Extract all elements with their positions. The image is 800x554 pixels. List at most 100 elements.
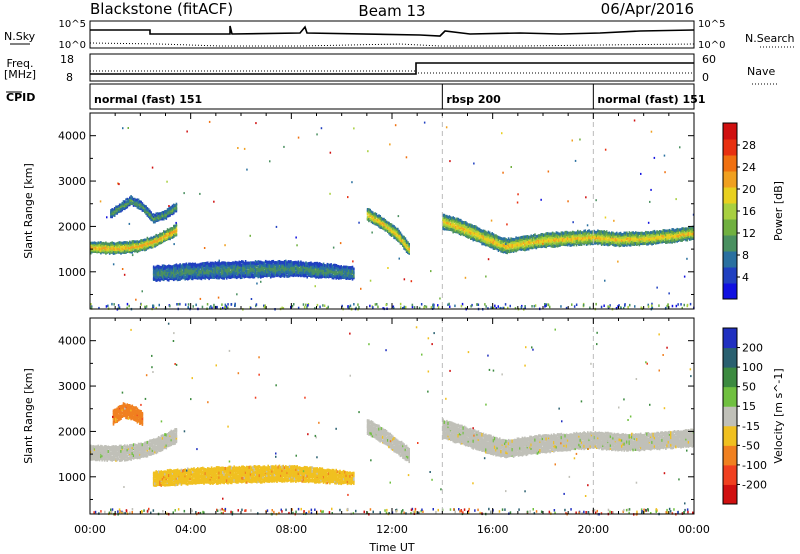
heatmap-cell [316,270,319,274]
heatmap-cell [101,245,103,248]
heatmap-cell [205,264,208,268]
heatmap-cell [141,206,144,209]
heatmap-cell [331,270,334,274]
heatmap-cell [305,270,307,274]
heatmap-cell [272,263,275,267]
heatmap-cell [271,261,273,265]
freq-label-1: Freq. [6,57,33,70]
heatmap-cell [131,453,134,457]
heatmap-cell [142,442,145,446]
heatmap-cell [251,267,253,271]
y-tick-label: 3000 [58,175,86,188]
heatmap-cell [137,449,140,453]
heatmap-cell [385,226,388,230]
heatmap-cell [554,244,556,248]
heatmap-cell [147,244,150,247]
heatmap-cell [682,229,685,233]
heatmap-cell [639,237,642,241]
heatmap-cell [550,234,553,237]
heatmap-cell [546,240,549,244]
heatmap-cell [173,243,175,246]
heatmap-cell [129,448,131,452]
heatmap-cell [655,241,657,245]
heatmap-cell [239,263,242,267]
heatmap-cell [215,265,218,270]
heatmap-cell [247,261,249,265]
heatmap-cell [573,240,575,244]
heatmap-cell [439,297,441,300]
heatmap-cell [458,223,461,227]
heatmap-cell [227,267,229,272]
heatmap-cell [98,243,101,247]
heatmap-cell [678,231,681,235]
heatmap-cell [188,276,190,280]
heatmap-cell [632,241,634,244]
heatmap-cell [519,240,521,244]
heatmap-cell [156,241,159,245]
heatmap-cell [527,240,530,244]
heatmap-cell [306,265,308,269]
heatmap-cell [247,274,249,279]
heatmap-cell [159,275,161,279]
heatmap-cell [247,273,249,277]
heatmap-cell [120,452,122,456]
heatmap-cell [244,262,247,266]
heatmap-cell [580,234,583,238]
heatmap-cell [121,245,124,248]
heatmap-cell [481,235,483,239]
colorbar-segment [723,235,737,252]
heatmap-cell [287,272,290,276]
heatmap-cell [287,264,290,268]
heatmap-cell [223,265,225,269]
heatmap-cell [375,220,378,223]
heatmap-cell [257,260,259,264]
heatmap-cell [268,264,271,268]
heatmap-cell [627,242,629,245]
heatmap-cell [168,264,170,268]
heatmap-cell [214,264,217,268]
heatmap-cell [691,225,694,229]
heatmap-cell [512,248,515,252]
heatmap-cell [605,240,608,243]
heatmap-cell [314,307,316,310]
heatmap-cell [262,261,264,265]
heatmap-cell [646,240,648,243]
heatmap-cell [490,238,492,242]
heatmap-cell [291,305,294,308]
heatmap-cell [444,218,447,222]
heatmap-cell [111,246,113,250]
heatmap-cell [286,267,288,271]
heatmap-cell [612,231,614,235]
heatmap-cell [451,218,453,222]
heatmap-cell [478,231,481,235]
heatmap-cell [604,236,607,239]
heatmap-cell [174,270,176,274]
heatmap-cell [568,236,570,240]
heatmap-cell [366,217,369,221]
heatmap-cell [605,230,608,234]
heatmap-cell [573,236,575,240]
heatmap-cell [657,235,660,239]
heatmap-cell [283,264,286,268]
heatmap-cell [327,305,329,309]
heatmap-cell [607,243,609,247]
heatmap-cell [374,221,376,225]
heatmap-cell [254,262,257,266]
heatmap-cell [90,306,93,309]
heatmap-cell [681,233,683,237]
heatmap-cell [594,234,597,238]
heatmap-cell [314,261,316,265]
heatmap-cell [117,182,119,185]
heatmap-cell [118,449,121,453]
heatmap-cell [126,202,129,205]
heatmap-cell [110,451,112,455]
heatmap-cell [348,305,351,309]
heatmap-cell [471,224,473,228]
heatmap-cell [392,230,394,234]
heatmap-cell [626,235,628,238]
heatmap-cell [175,210,178,213]
heatmap-cell [215,276,218,280]
heatmap-cell [263,265,266,270]
heatmap-cell [134,203,136,206]
heatmap-cell [558,239,560,242]
